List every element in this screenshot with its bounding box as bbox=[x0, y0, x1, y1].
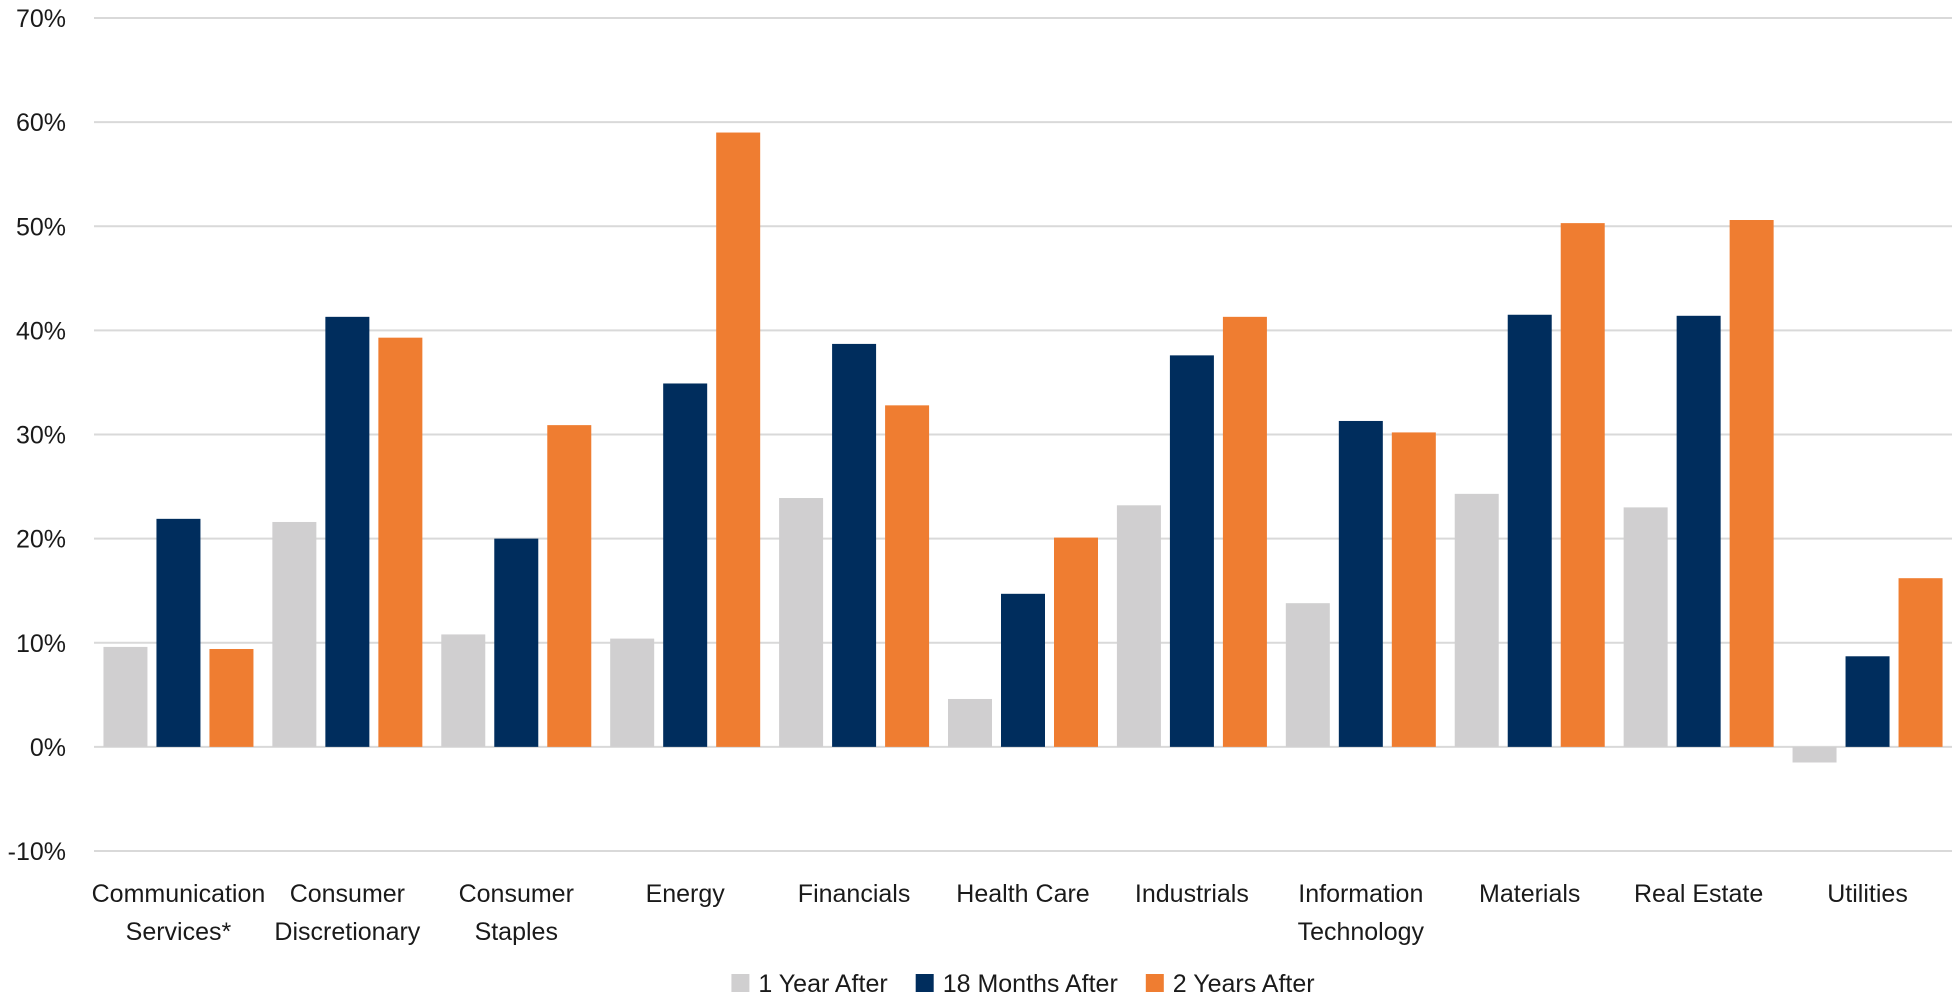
bar bbox=[1623, 507, 1668, 747]
bar bbox=[832, 343, 877, 747]
bar bbox=[1560, 223, 1605, 747]
bar bbox=[156, 518, 201, 747]
y-axis-tick-labels: -10% 0% 10% 20% 30% 40% 50% 60% 70% bbox=[8, 5, 66, 866]
bar bbox=[494, 538, 539, 747]
bar bbox=[1507, 314, 1552, 747]
bars bbox=[103, 132, 1943, 763]
x-axis-category-labels: Communication Services*Consumer Discretion… bbox=[92, 880, 1908, 946]
category-label: Information Technology bbox=[1298, 880, 1425, 946]
bar bbox=[885, 405, 930, 747]
bar bbox=[1792, 746, 1837, 763]
bar bbox=[547, 425, 592, 747]
bar bbox=[1222, 316, 1267, 747]
y-tick-label: 30% bbox=[16, 422, 66, 450]
bar bbox=[779, 498, 824, 747]
legend-label: 18 Months After bbox=[943, 970, 1118, 998]
category-label: Materials bbox=[1479, 880, 1580, 908]
bar bbox=[1391, 432, 1436, 747]
category-label: Health Care bbox=[956, 880, 1089, 908]
bar bbox=[948, 698, 992, 747]
bar bbox=[1898, 578, 1943, 747]
legend-swatch bbox=[1145, 974, 1164, 992]
legend-label: 1 Year After bbox=[758, 970, 887, 998]
bar bbox=[610, 638, 655, 747]
bar bbox=[209, 648, 254, 747]
bar bbox=[1676, 315, 1721, 747]
bar bbox=[1729, 220, 1774, 747]
bar bbox=[1338, 420, 1383, 747]
y-tick-label: 20% bbox=[16, 526, 66, 554]
bar bbox=[663, 383, 708, 747]
y-tick-label: 60% bbox=[16, 109, 66, 137]
bar bbox=[1454, 493, 1499, 747]
category-label: Communication Services* bbox=[92, 880, 266, 946]
category-label: Consumer Staples bbox=[459, 880, 574, 946]
legend-swatch bbox=[731, 974, 750, 992]
category-label: Financials bbox=[798, 880, 911, 908]
category-label: Utilities bbox=[1827, 880, 1908, 908]
category-label: Real Estate bbox=[1634, 880, 1763, 908]
y-tick-label: 40% bbox=[16, 317, 66, 345]
bar bbox=[1845, 656, 1890, 747]
legend-swatch bbox=[915, 974, 934, 992]
bar bbox=[716, 132, 761, 747]
y-tick-label: 0% bbox=[30, 734, 66, 762]
bar bbox=[272, 521, 317, 747]
y-tick-label: 50% bbox=[16, 213, 66, 241]
bar bbox=[441, 634, 486, 747]
legend: 1 Year After 18 Months After 2 Years After bbox=[731, 970, 1315, 998]
y-tick-label: 10% bbox=[16, 630, 66, 658]
bar bbox=[378, 337, 423, 747]
bar bbox=[1285, 603, 1330, 747]
y-tick-label: -10% bbox=[8, 838, 66, 866]
legend-label: 2 Years After bbox=[1173, 970, 1315, 998]
bar bbox=[103, 646, 148, 747]
bar bbox=[1054, 537, 1098, 747]
bar bbox=[1001, 593, 1045, 747]
bar bbox=[325, 316, 370, 747]
category-label: Energy bbox=[646, 880, 726, 908]
category-label: Consumer Discretionary bbox=[274, 880, 420, 946]
bar bbox=[1116, 505, 1161, 747]
category-label: Industrials bbox=[1135, 880, 1249, 908]
y-tick-label: 70% bbox=[16, 5, 66, 33]
bar bbox=[1169, 355, 1214, 747]
